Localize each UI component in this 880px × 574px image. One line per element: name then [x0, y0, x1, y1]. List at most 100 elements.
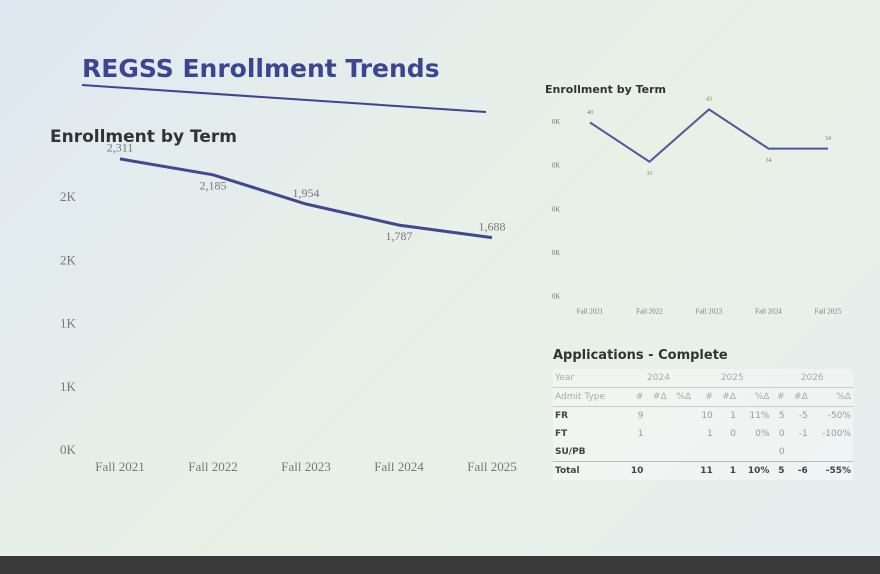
table-cell: [787, 443, 810, 462]
data-label: 31: [647, 171, 653, 177]
column-header: #: [771, 387, 787, 407]
table-cell: [645, 443, 668, 462]
x-tick-label: Fall 2023: [281, 459, 330, 474]
x-tick-label: Fall 2023: [696, 308, 723, 316]
column-header: %Δ: [809, 387, 853, 407]
slide: REGSS Enrollment Trends Enrollment by Te…: [0, 0, 880, 556]
column-header: #Δ: [645, 387, 669, 407]
column-header: #: [693, 387, 715, 407]
x-tick-label: Fall 2025: [815, 308, 842, 316]
table-cell: 5: [771, 461, 787, 480]
table-cell: [645, 407, 668, 426]
table: Year 2024 2025 2026 Admit Type # #Δ %Δ # #Δ %Δ # #Δ%…: [553, 369, 853, 480]
chart-title: Enrollment by Term: [50, 127, 237, 147]
data-label: 2,185: [200, 179, 227, 193]
table-cell: [645, 461, 669, 480]
table-cell: 0: [730, 429, 736, 439]
y-tick-label: 0K: [552, 162, 561, 170]
title-underline: [81, 84, 487, 113]
table-cell: 9: [637, 411, 644, 421]
table-cell: [810, 443, 853, 462]
line: [589, 108, 828, 163]
column-header: #Δ: [714, 387, 738, 407]
column-header: #: [623, 387, 646, 407]
table-cell: [669, 443, 694, 462]
table-cell: FR: [555, 411, 569, 421]
column-header: #Δ: [786, 387, 810, 407]
charts: REGSS Enrollment Trends Enrollment by Te…: [50, 54, 842, 474]
table-cell: [645, 425, 668, 443]
data-label: 2,311: [107, 141, 134, 155]
table-cell: Total: [553, 461, 624, 480]
table-cell: SU/PB: [555, 447, 586, 457]
table-cell: 10: [623, 461, 646, 480]
table-cell: 1: [637, 429, 644, 439]
x-tick-label: Fall 2022: [188, 459, 237, 474]
table-cell: FT: [555, 429, 568, 439]
y-tick-label: 0K: [552, 118, 561, 126]
table-cell: -6: [786, 461, 810, 480]
table-cell: [738, 443, 771, 462]
table-cell: 5: [778, 411, 785, 421]
table-cell: -55%: [809, 461, 853, 480]
x-tick-label: Fall 2021: [577, 308, 604, 316]
line: [119, 157, 493, 240]
data-label: 34: [825, 136, 831, 142]
data-label: 34: [766, 158, 772, 164]
data-label: 1,954: [293, 186, 320, 200]
table-cell: -100%: [822, 429, 851, 439]
x-tick-label: Fall 2021: [95, 459, 144, 474]
table-cell: 0: [778, 447, 785, 457]
y-tick-label: 0K: [552, 293, 561, 301]
data-label: 43: [706, 97, 712, 103]
table-cell: [668, 461, 694, 480]
table-cell: -50%: [827, 411, 851, 421]
table-cell: [669, 407, 694, 426]
data-label: 40: [587, 110, 593, 116]
table-cell: 10%: [737, 461, 772, 480]
table-cell: 1: [730, 411, 736, 421]
table-cell: -5: [798, 411, 808, 421]
table-cell: 0%: [755, 429, 770, 439]
table-cell: 11: [693, 461, 715, 480]
year-cell: 2024: [623, 369, 694, 388]
y-tick-label: 0K: [552, 205, 561, 213]
table-cell: [715, 443, 738, 462]
table-title: Applications - Complete: [553, 348, 728, 363]
table-cell: 11%: [749, 411, 770, 421]
table-cell: 0: [778, 429, 785, 439]
table-row: SU/PB 0: [553, 443, 853, 462]
y-tick-label: 2K: [60, 252, 77, 267]
table-row: FT 1 1 0 0% 0 -1 -100%: [553, 425, 853, 443]
table-cell: [624, 443, 646, 462]
column-header: %Δ: [737, 387, 772, 407]
table-cell: 1: [707, 429, 713, 439]
x-tick-label: Fall 2025: [467, 459, 516, 474]
table-row: FR 9 10 1 11% 5 -5 -50%: [553, 407, 853, 426]
chart-title: Enrollment by Term: [545, 83, 666, 96]
table-row: Total 10 11 1 10% 5 -6 -55%: [553, 461, 853, 480]
table-cell: 10: [701, 411, 713, 421]
year-row: Year 2024 2025 2026: [553, 369, 853, 388]
year-cell: 2025: [693, 369, 772, 388]
data-label: 1,688: [479, 219, 506, 233]
table-cell: [693, 443, 715, 462]
y-tick-label: 1K: [60, 379, 77, 394]
applications-table: Applications - Complete Year 2024 2025 2026…: [553, 348, 853, 480]
y-tick-label: 2K: [60, 189, 77, 204]
header-row: Admit Type # #Δ %Δ # #Δ %Δ # #Δ %Δ: [553, 387, 853, 407]
year-cell: 2026: [771, 369, 853, 388]
table-cell: 1: [714, 461, 738, 480]
slide-title: REGSS Enrollment Trends: [82, 54, 440, 83]
year-cell: Year: [553, 369, 624, 388]
x-tick-label: Fall 2022: [636, 308, 663, 316]
data-label: 1,787: [386, 229, 413, 243]
x-tick-label: Fall 2024: [755, 308, 782, 316]
y-tick-label: 0K: [60, 442, 77, 457]
table-cell: -1: [798, 429, 808, 439]
column-header: Admit Type: [553, 387, 624, 407]
x-tick-label: Fall 2024: [374, 459, 424, 474]
table-cell: [669, 425, 694, 443]
y-tick-label: 0K: [552, 249, 561, 257]
